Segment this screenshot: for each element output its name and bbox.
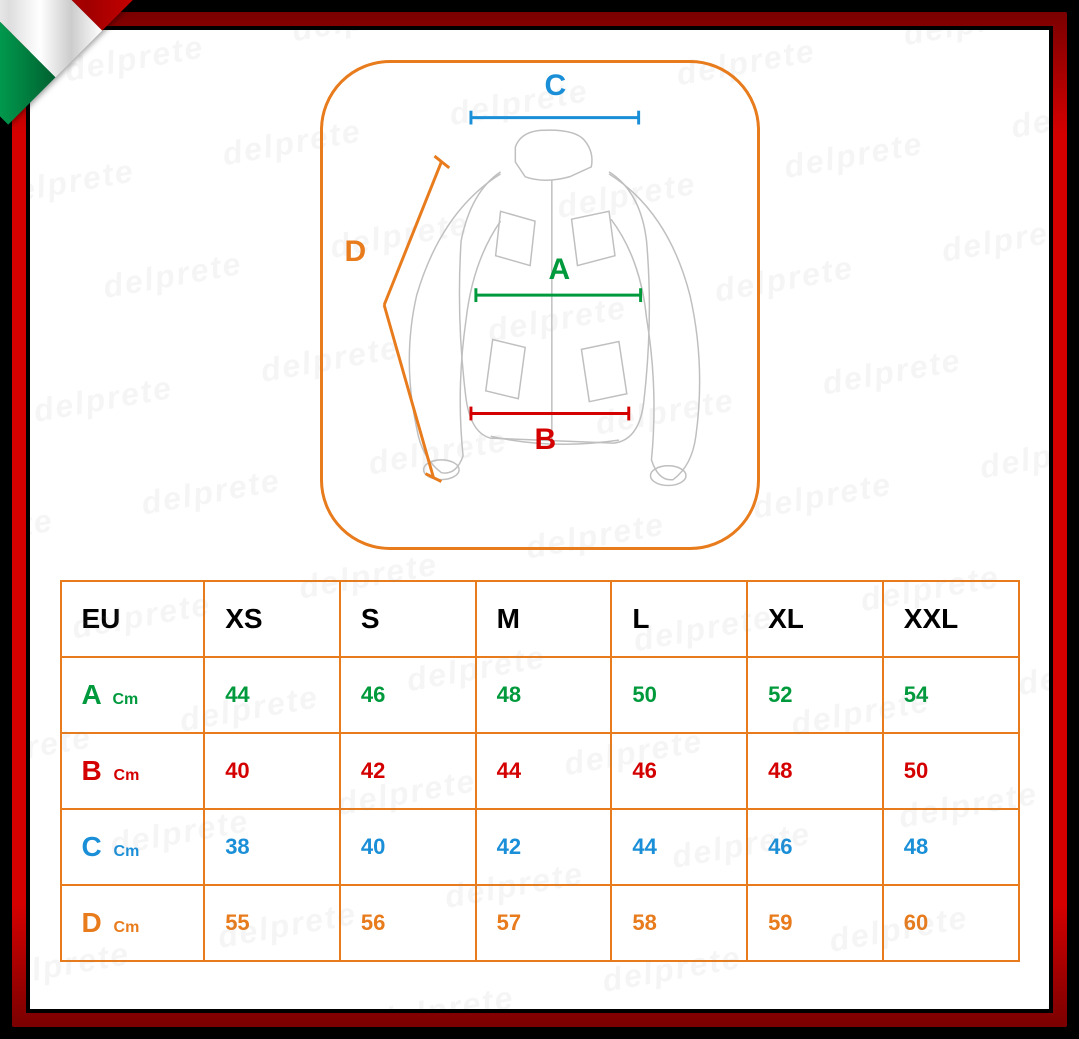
- header-xs: XS: [204, 581, 340, 657]
- size-table: EU XS S M L XL XXL A Cm444648505254B Cm4…: [60, 580, 1020, 962]
- unit-label: Cm: [112, 691, 138, 708]
- unit-label: Cm: [114, 843, 140, 860]
- outer-red-frame: delpretedelpretedelpretedelpretedelprete…: [12, 12, 1067, 1027]
- cell: 55: [204, 885, 340, 961]
- table-row: D Cm555657585960: [61, 885, 1019, 961]
- header-xl: XL: [747, 581, 883, 657]
- header-s: S: [340, 581, 476, 657]
- unit-label: Cm: [114, 767, 140, 784]
- cell: 58: [611, 885, 747, 961]
- cell: 57: [476, 885, 612, 961]
- dim-line-d: [323, 63, 757, 547]
- header-l: L: [611, 581, 747, 657]
- cell: 38: [204, 809, 340, 885]
- row-label-a: A Cm: [61, 657, 205, 733]
- cell: 48: [747, 733, 883, 809]
- table-row: B Cm404244464850: [61, 733, 1019, 809]
- table-body: A Cm444648505254B Cm404244464850C Cm3840…: [61, 657, 1019, 961]
- row-key: A: [82, 679, 101, 710]
- cell: 50: [883, 733, 1019, 809]
- cell: 42: [476, 809, 612, 885]
- cell: 56: [340, 885, 476, 961]
- unit-label: Cm: [114, 919, 140, 936]
- dim-label-d: D: [345, 235, 367, 269]
- cell: 46: [747, 809, 883, 885]
- row-key: C: [82, 831, 102, 862]
- row-key: D: [82, 907, 102, 938]
- row-key: B: [82, 755, 102, 786]
- cell: 40: [204, 733, 340, 809]
- cell: 44: [476, 733, 612, 809]
- cell: 59: [747, 885, 883, 961]
- table-row: C Cm384042444648: [61, 809, 1019, 885]
- cell: 48: [476, 657, 612, 733]
- cell: 52: [747, 657, 883, 733]
- cell: 48: [883, 809, 1019, 885]
- row-label-b: B Cm: [61, 733, 205, 809]
- cell: 60: [883, 885, 1019, 961]
- inner-black-frame: delpretedelpretedelpretedelpretedelprete…: [26, 26, 1053, 1013]
- jacket-diagram: C A B: [320, 60, 760, 550]
- cell: 40: [340, 809, 476, 885]
- header-m: M: [476, 581, 612, 657]
- cell: 46: [611, 733, 747, 809]
- header-eu: EU: [61, 581, 205, 657]
- cell: 50: [611, 657, 747, 733]
- cell: 44: [204, 657, 340, 733]
- cell: 46: [340, 657, 476, 733]
- cell: 42: [340, 733, 476, 809]
- table-row: A Cm444648505254: [61, 657, 1019, 733]
- row-label-c: C Cm: [61, 809, 205, 885]
- table-header-row: EU XS S M L XL XXL: [61, 581, 1019, 657]
- cell: 44: [611, 809, 747, 885]
- content-panel: delpretedelpretedelpretedelpretedelprete…: [30, 30, 1049, 1009]
- row-label-d: D Cm: [61, 885, 205, 961]
- header-xxl: XXL: [883, 581, 1019, 657]
- cell: 54: [883, 657, 1019, 733]
